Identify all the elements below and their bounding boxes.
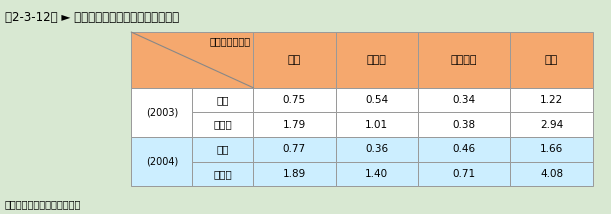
Bar xyxy=(192,137,254,162)
Bar xyxy=(335,137,418,162)
Bar xyxy=(192,88,254,112)
Text: 0.36: 0.36 xyxy=(365,144,388,154)
Text: 総務省: 総務省 xyxy=(213,169,232,179)
Bar xyxy=(510,88,593,112)
Bar xyxy=(131,32,254,88)
Text: 0.54: 0.54 xyxy=(365,95,388,105)
Bar xyxy=(192,112,254,137)
Bar xyxy=(510,137,593,162)
Text: 1.89: 1.89 xyxy=(283,169,306,179)
Text: 0.75: 0.75 xyxy=(283,95,306,105)
Text: フランス: フランス xyxy=(451,55,477,65)
Bar xyxy=(254,88,335,112)
Text: 0.77: 0.77 xyxy=(283,144,306,154)
Bar xyxy=(418,137,510,162)
Text: 1.40: 1.40 xyxy=(365,169,388,179)
Text: 英国: 英国 xyxy=(545,55,558,65)
Text: 1.79: 1.79 xyxy=(283,120,306,130)
Bar xyxy=(418,162,510,186)
Text: (2003): (2003) xyxy=(146,107,178,117)
Text: 0.71: 0.71 xyxy=(453,169,475,179)
Bar xyxy=(254,112,335,137)
Bar xyxy=(510,162,593,186)
Text: 第2-3-12表 ► 我が国の相手国別技術貿易収支比: 第2-3-12表 ► 我が国の相手国別技術貿易収支比 xyxy=(5,11,179,24)
Bar xyxy=(418,32,510,88)
Text: 技術貿易相手国: 技術貿易相手国 xyxy=(209,36,251,46)
Text: 0.46: 0.46 xyxy=(453,144,475,154)
Text: (2004): (2004) xyxy=(146,157,178,166)
Bar xyxy=(510,112,593,137)
Bar xyxy=(131,88,192,137)
Text: 0.38: 0.38 xyxy=(453,120,475,130)
Bar xyxy=(254,32,335,88)
Bar xyxy=(418,88,510,112)
Bar xyxy=(335,32,418,88)
Bar xyxy=(131,137,192,186)
Text: 日銀: 日銀 xyxy=(216,144,229,154)
Bar xyxy=(254,137,335,162)
Bar xyxy=(418,112,510,137)
Text: 1.22: 1.22 xyxy=(540,95,563,105)
Text: 4.08: 4.08 xyxy=(540,169,563,179)
Bar xyxy=(335,88,418,112)
Text: 1.66: 1.66 xyxy=(540,144,563,154)
Text: 総務省: 総務省 xyxy=(213,120,232,130)
Text: 日銀: 日銀 xyxy=(216,95,229,105)
Bar xyxy=(335,112,418,137)
Bar xyxy=(254,162,335,186)
Bar xyxy=(192,162,254,186)
Text: 2.94: 2.94 xyxy=(540,120,563,130)
Text: ドイツ: ドイツ xyxy=(367,55,387,65)
Text: 1.01: 1.01 xyxy=(365,120,388,130)
Bar xyxy=(510,32,593,88)
Bar xyxy=(335,162,418,186)
Text: 米国: 米国 xyxy=(288,55,301,65)
Text: 注）収支比は輸出額／収入額: 注）収支比は輸出額／収入額 xyxy=(5,199,81,209)
Text: 0.34: 0.34 xyxy=(453,95,475,105)
